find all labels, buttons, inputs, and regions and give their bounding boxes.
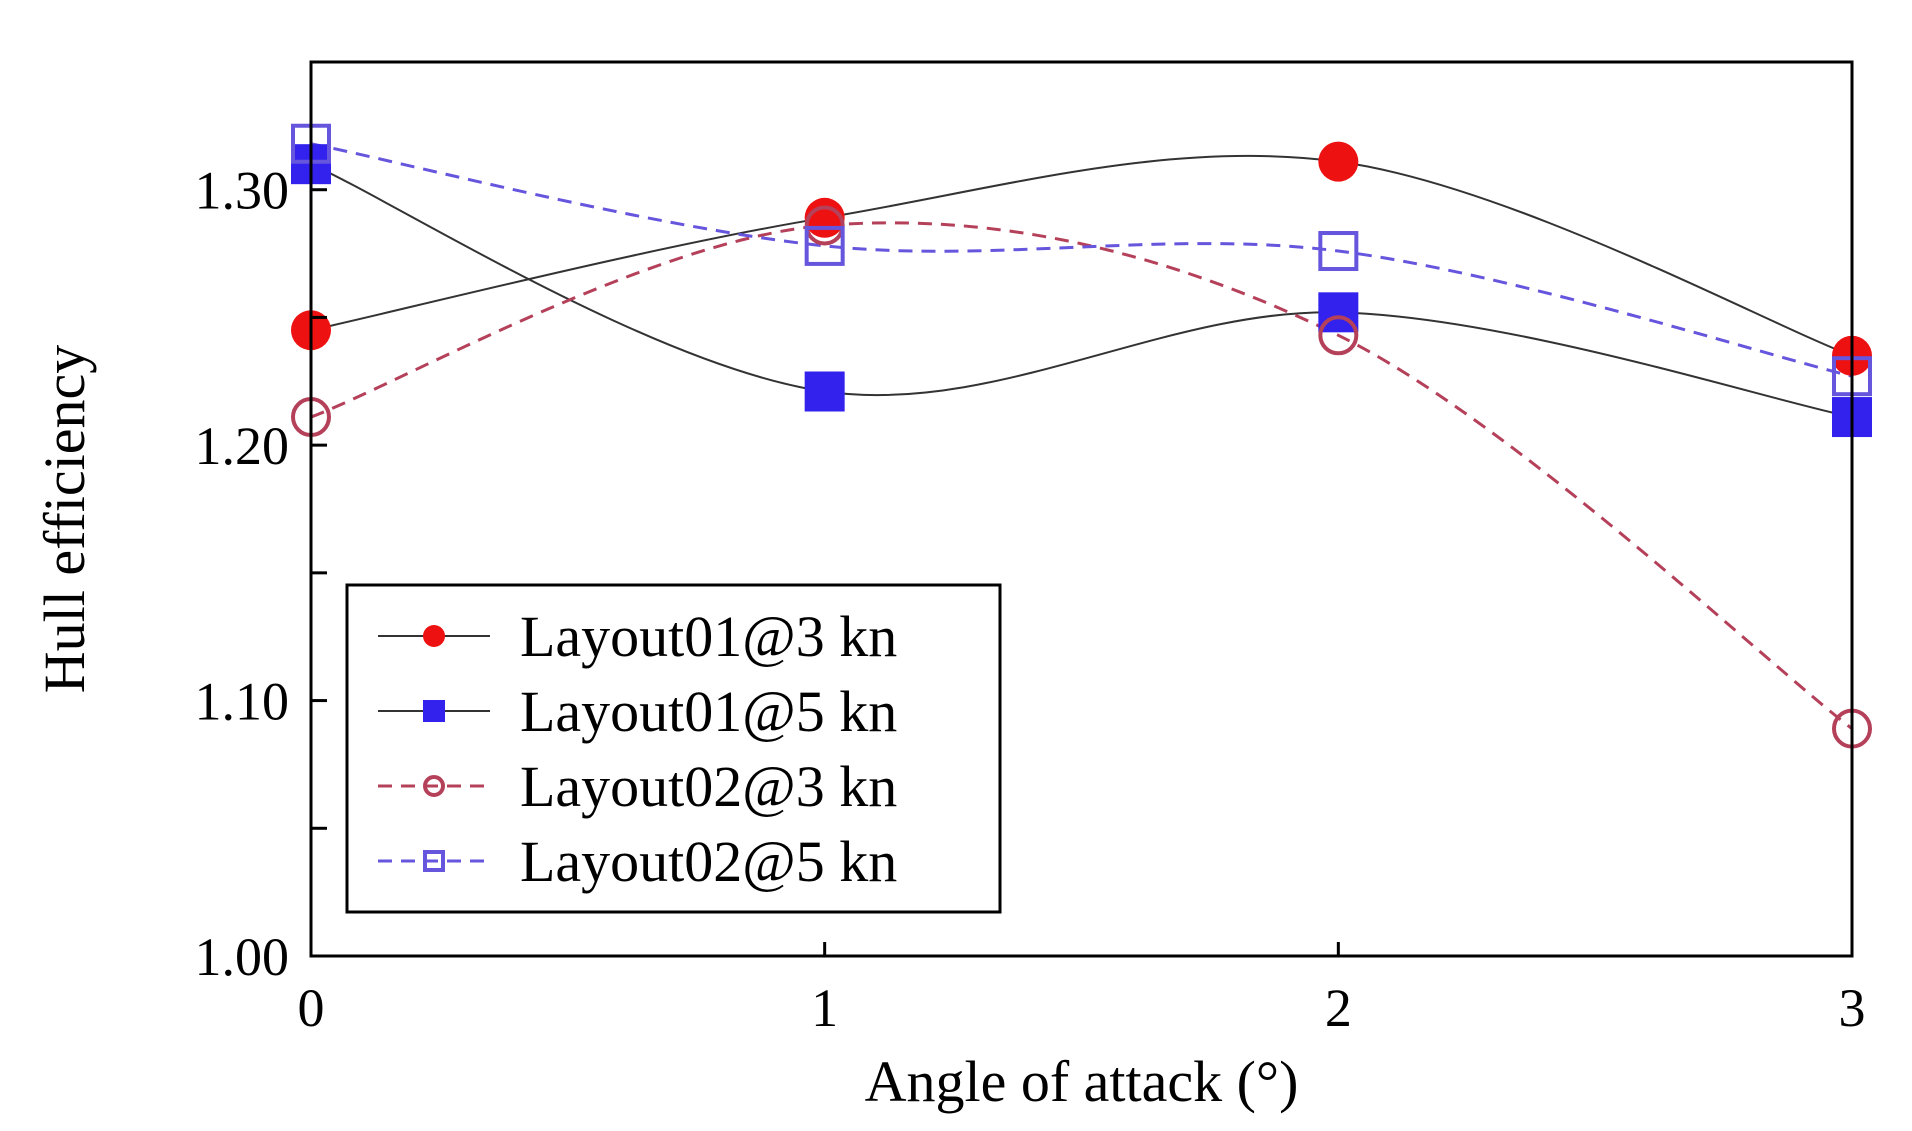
x-tick-label: 1 xyxy=(811,978,838,1038)
data-point-series-3 xyxy=(804,205,845,246)
legend-box xyxy=(345,583,1002,914)
x-tick-label: 3 xyxy=(1839,978,1866,1038)
series-curves xyxy=(310,142,1853,730)
series-line-1 xyxy=(310,154,1853,357)
plot-frame xyxy=(309,60,1854,958)
y-tick-label: 1.10 xyxy=(195,672,290,732)
y-tick-label: 1.30 xyxy=(195,161,290,221)
legend-marker-1 xyxy=(423,625,445,647)
legend: Layout01@3 kn Layout01@5 kn Layout02@3 kn L… xyxy=(345,583,1002,914)
legend-label-1: Layout01@3 kn xyxy=(520,604,897,669)
data-point-series-4 xyxy=(804,225,845,266)
legend-marker-2 xyxy=(423,700,445,722)
x-tick-label: 2 xyxy=(1325,978,1352,1038)
legend-marker-3 xyxy=(423,775,445,797)
data-point-series-1 xyxy=(804,197,845,238)
legend-label-3: Layout02@3 kn xyxy=(520,754,897,819)
y-tick-label: 1.20 xyxy=(195,416,290,476)
data-point-series-2 xyxy=(804,371,845,412)
series-line-3 xyxy=(310,221,1853,730)
x-tick-label: 0 xyxy=(298,978,325,1038)
y-tick-label: 1.00 xyxy=(195,927,290,987)
axis-ticks: 1.00 1.10 1.20 1.30 0 1 2 3 xyxy=(195,161,1866,1038)
y-axis-title: Hull efficiency xyxy=(32,345,97,693)
legend-label-2: Layout01@5 kn xyxy=(520,679,897,744)
data-point-series-1 xyxy=(1318,141,1359,182)
x-axis-title: Angle of attack (°) xyxy=(865,1049,1299,1114)
legend-marker-4 xyxy=(423,850,445,872)
data-point-series-4 xyxy=(1318,231,1359,272)
series-line-4 xyxy=(310,142,1853,378)
data-point-series-3 xyxy=(1318,315,1359,356)
series-line-2 xyxy=(310,163,1853,419)
legend-label-4: Layout02@5 kn xyxy=(520,829,897,894)
